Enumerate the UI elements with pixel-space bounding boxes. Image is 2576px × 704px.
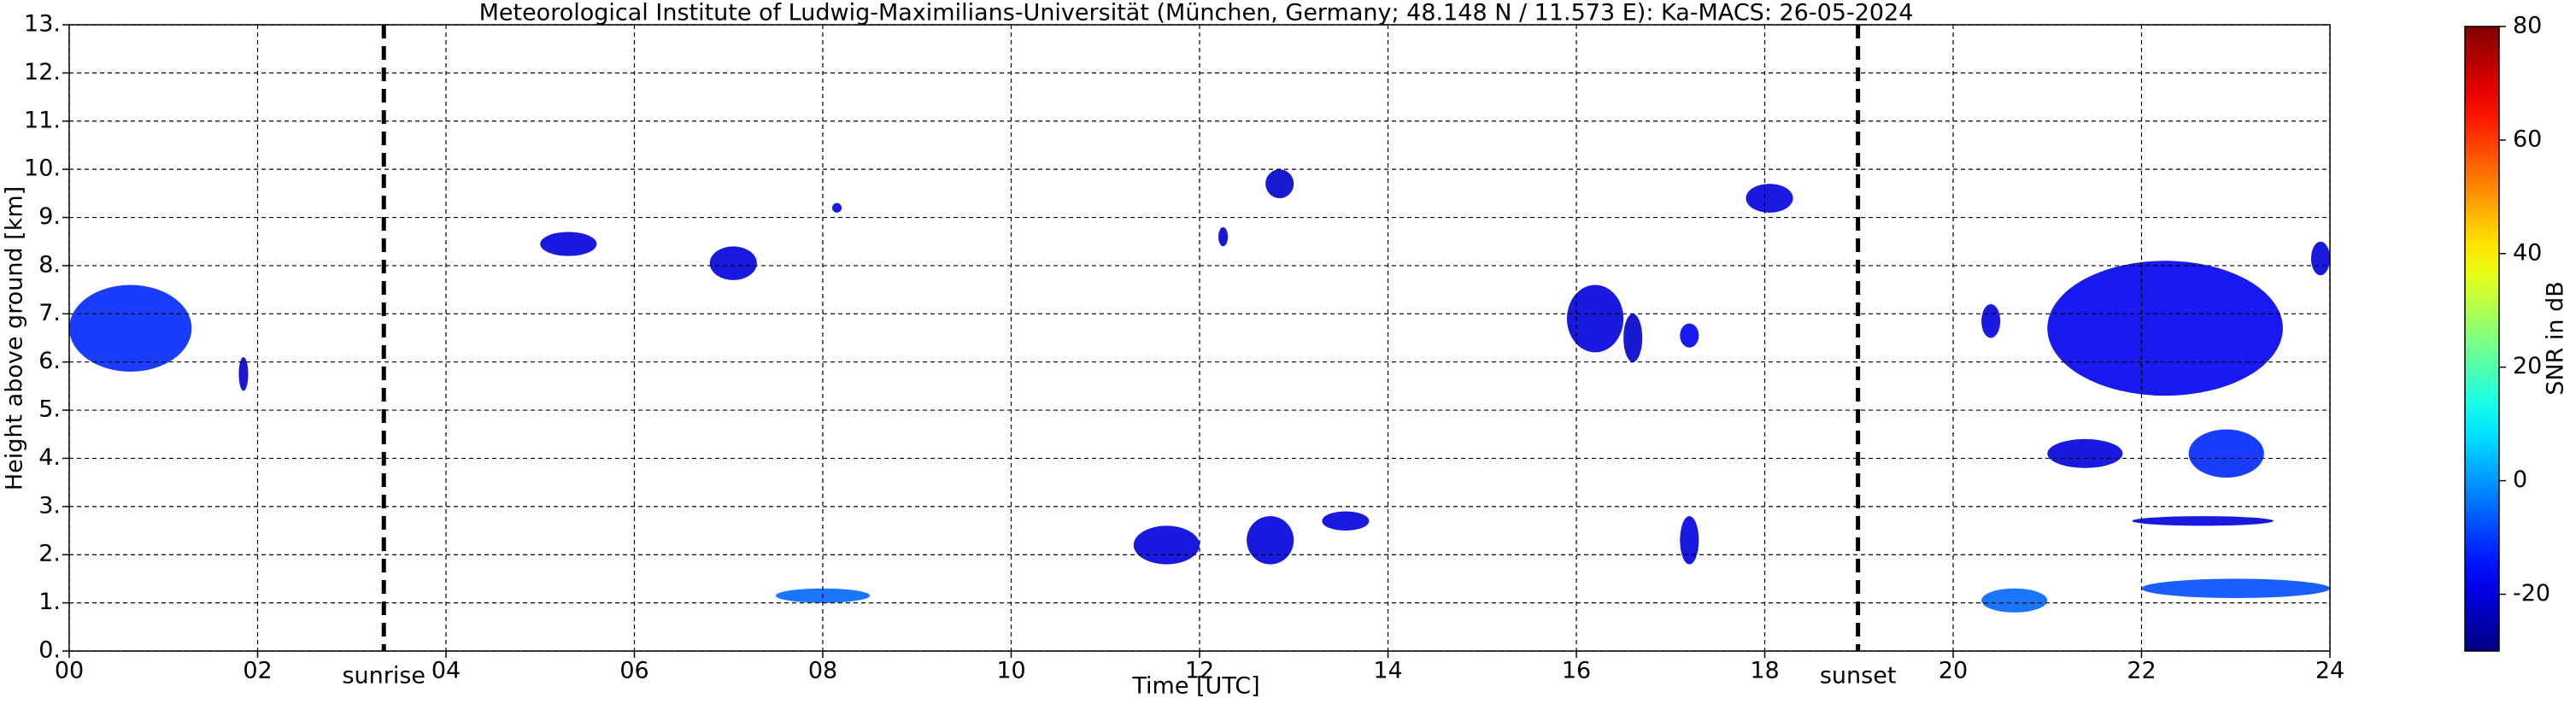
annotation-label: sunrise [342,663,425,689]
radar-echo [1981,588,2048,613]
y-tick-label: 5. [38,396,61,423]
y-tick-label: 10. [24,155,61,182]
y-axis-label: Height above ground [km] [2,186,28,490]
x-tick-label: 08 [808,658,837,684]
y-tick-label: 3. [38,492,61,519]
x-tick-label: 14 [1373,658,1402,684]
radar-echo [832,202,842,213]
radar-echo [1322,511,1370,531]
x-tick-label: 22 [2127,658,2156,684]
colorbar-tick-label: 40 [2513,239,2542,266]
colorbar-label: SNR in dB [2543,281,2569,396]
colorbar-tick-label: -20 [2513,580,2550,607]
radar-echo [540,232,597,256]
radar-echo [2188,429,2264,478]
y-tick-label: 1. [38,589,61,615]
radar-echo [709,246,757,280]
colorbar-tick-label: 80 [2513,13,2542,39]
x-tick-label: 18 [1750,658,1779,684]
radar-echo [1746,184,1793,213]
radar-echo [1265,169,1294,198]
radar-echo [1566,285,1624,353]
x-tick-label: 10 [996,658,1025,684]
plot-frame [68,24,2331,652]
y-tick-label: 2. [38,541,61,567]
y-tick-label: 13. [24,11,61,38]
y-tick-label: 11. [24,107,61,133]
radar-echo [1981,304,2001,338]
x-tick-label: 24 [2315,658,2344,684]
y-tick-label: 9. [38,203,61,230]
radar-echo [1680,516,1699,565]
y-tick-label: 6. [38,348,61,374]
x-tick-label: 04 [431,658,461,684]
x-tick-label: 00 [55,658,84,684]
radar-echo [2310,241,2331,276]
radar-echo [1623,314,1643,362]
y-tick-label: 7. [38,300,61,326]
x-tick-label: 06 [619,658,648,684]
colorbar-tick-label: 60 [2513,126,2542,152]
colorbar-tick-label: 0 [2513,466,2527,493]
x-tick-label: 12 [1185,658,1214,684]
radar-echo [2047,261,2283,396]
colorbar-tick-label: 20 [2513,353,2542,379]
y-tick-label: 8. [38,251,61,278]
radar-echo [2047,438,2123,468]
radar-echo [238,357,249,391]
annotation-label: sunset [1820,663,1897,689]
x-axis-label: Time [UTC] [1131,673,1259,700]
radar-echo [1247,516,1294,565]
x-tick-label: 20 [1939,658,1968,684]
radar-echo [1218,226,1229,247]
y-tick-label: 0. [38,637,61,664]
colorbar [2464,26,2500,652]
chart-title: Meteorological Institute of Ludwig-Maxim… [479,0,1914,26]
x-tick-label: 02 [243,658,272,684]
y-tick-label: 12. [24,59,61,85]
radar-echo [1133,525,1200,565]
y-tick-label: 4. [38,444,61,471]
radar-echo [2132,516,2274,526]
radar-echo [69,285,192,372]
radar-echo [1680,323,1699,348]
radar-echo [2141,578,2330,598]
x-tick-label: 16 [1562,658,1591,684]
